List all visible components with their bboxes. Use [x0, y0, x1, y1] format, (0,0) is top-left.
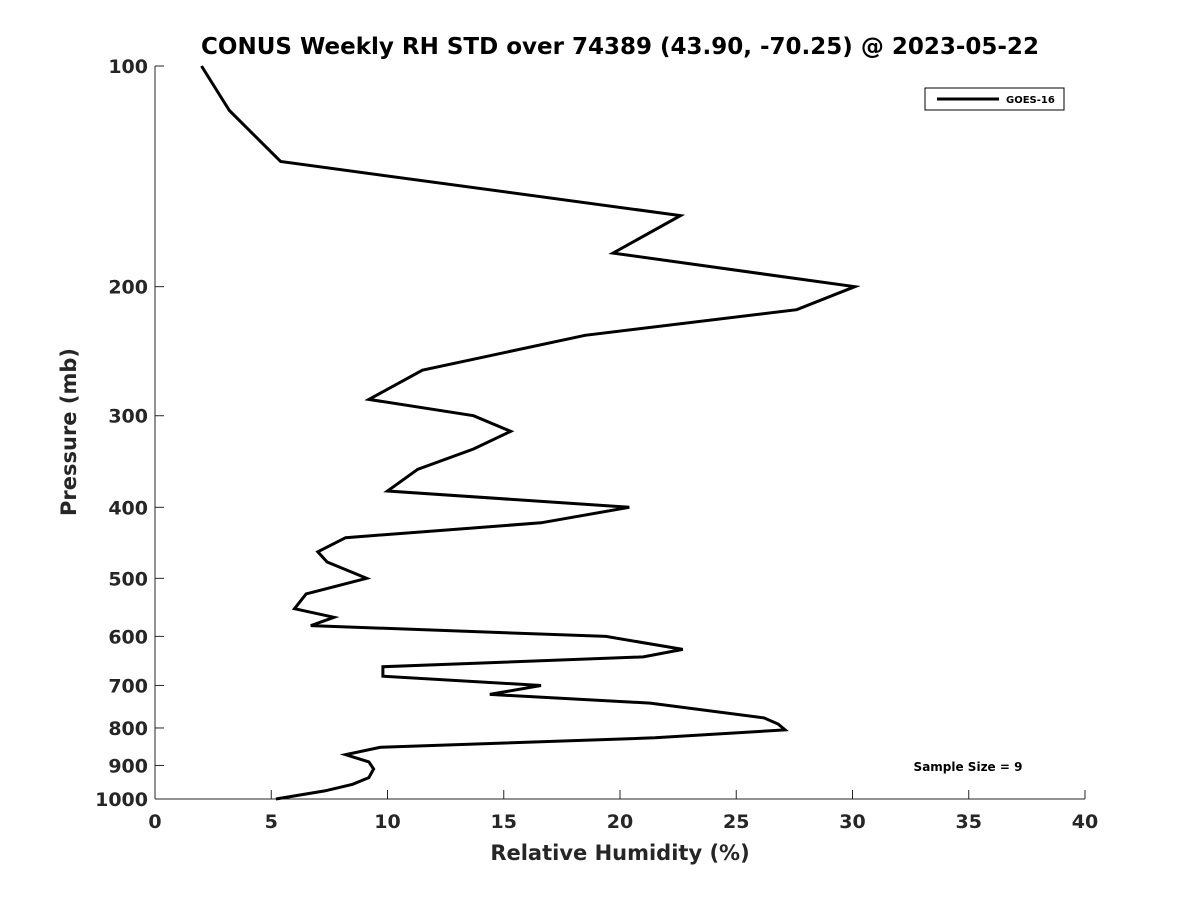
- y-tick-label: 900: [108, 755, 148, 777]
- x-tick-label: 0: [148, 811, 161, 833]
- y-tick-label: 200: [108, 277, 148, 299]
- y-tick-label: 700: [108, 675, 148, 697]
- y-ticks: 100 200 300 400 500 600 700 800 900 1000: [95, 56, 164, 811]
- x-tick-label: 30: [839, 811, 865, 833]
- series-line-goes-16: [200, 65, 861, 801]
- x-tick-label: 15: [491, 811, 517, 833]
- y-tick-label: 100: [108, 56, 148, 78]
- legend: GOES-16: [924, 87, 1065, 111]
- x-axis-label: Relative Humidity (%): [490, 841, 749, 865]
- legend-label-goes-16: GOES-16: [1006, 95, 1055, 106]
- y-tick-label: 500: [108, 568, 148, 590]
- x-tick-label: 20: [607, 811, 633, 833]
- y-tick-label: 600: [108, 626, 148, 648]
- y-tick-label: 300: [108, 406, 148, 428]
- x-tick-label: 35: [956, 811, 982, 833]
- y-axis-label: Pressure (mb): [57, 348, 81, 516]
- series-layer: [200, 65, 861, 801]
- y-tick-label: 800: [108, 718, 148, 740]
- x-tick-label: 25: [723, 811, 749, 833]
- plot-area: 0 5 10 15 20 25 30 35 40 100 200 300 400 500 600 700 80…: [95, 56, 1098, 833]
- x-tick-label: 10: [374, 811, 400, 833]
- x-ticks: 0 5 10 15 20 25 30 35 40: [148, 790, 1098, 833]
- y-tick-label: 400: [108, 497, 148, 519]
- y-tick-label: 1000: [95, 789, 148, 811]
- x-tick-label: 5: [265, 811, 278, 833]
- chart-title: CONUS Weekly RH STD over 74389 (43.90, -…: [201, 34, 1039, 60]
- sample-size-annotation: Sample Size = 9: [914, 760, 1023, 774]
- x-tick-label: 40: [1072, 811, 1098, 833]
